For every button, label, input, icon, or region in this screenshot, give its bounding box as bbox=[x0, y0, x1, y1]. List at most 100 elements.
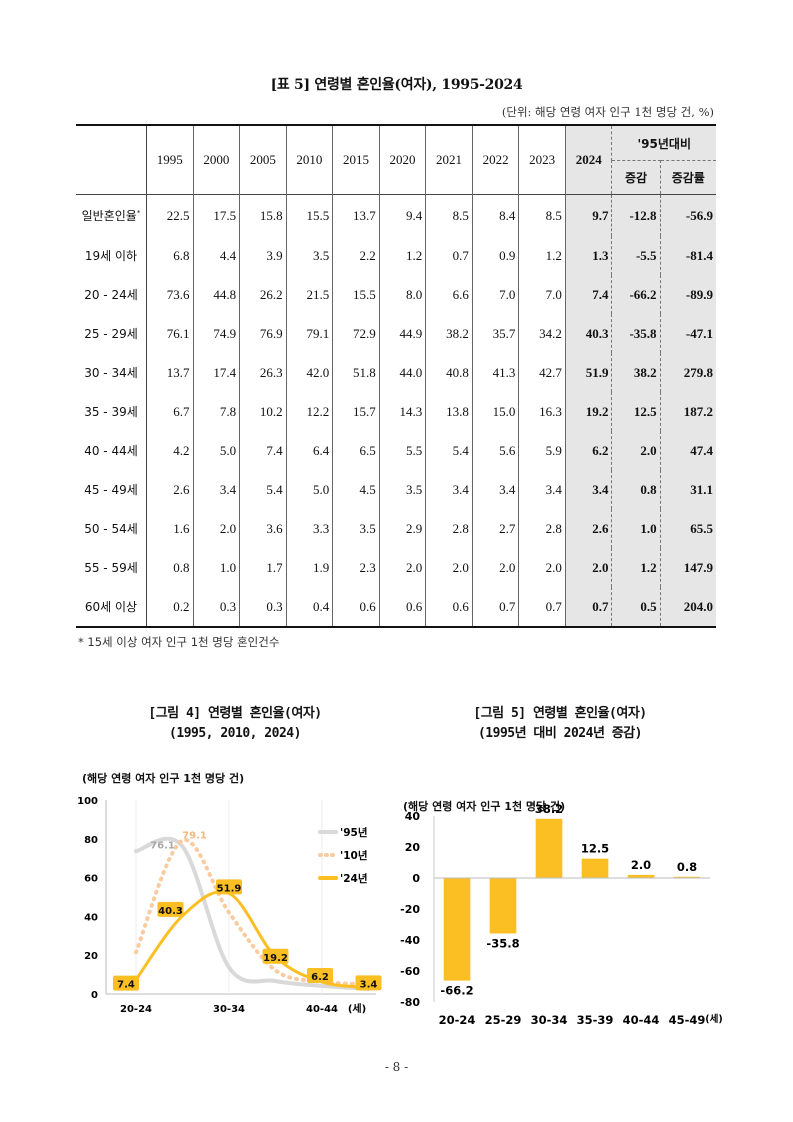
table-cell: 15.5 bbox=[332, 275, 380, 314]
table-cell: 76.1 bbox=[146, 314, 194, 353]
y-tick-label: 20 bbox=[84, 951, 98, 962]
footnote-mark: * bbox=[136, 209, 141, 217]
x-tick-label: 30-34 bbox=[531, 1013, 568, 1027]
table-cell: 0.6 bbox=[379, 587, 427, 628]
table-cell: 2.2 bbox=[332, 236, 380, 275]
table-cell: 9.7 bbox=[565, 194, 613, 236]
table-cell: 7.4 bbox=[565, 275, 613, 314]
bar bbox=[627, 874, 655, 878]
table-cell: 2.6 bbox=[146, 470, 194, 509]
table-cell: 5.0 bbox=[193, 431, 241, 470]
table-cell: 4.4 bbox=[193, 236, 241, 275]
y-tick-label: -80 bbox=[400, 996, 420, 1009]
rate-cell: 187.2 bbox=[660, 392, 716, 431]
table-cell: 15.7 bbox=[332, 392, 380, 431]
table-cell: 40.8 bbox=[425, 353, 473, 392]
legend-label: '10년 bbox=[340, 849, 368, 862]
table-cell: 2.0 bbox=[425, 548, 473, 587]
row-label: 40 - 44세 bbox=[76, 431, 147, 470]
figure4-title-line2: (1995, 2010, 2024) bbox=[169, 726, 301, 741]
table-cell: 74.9 bbox=[193, 314, 241, 353]
table-cell: 4.5 bbox=[332, 470, 380, 509]
y-tick-label: 0 bbox=[91, 990, 98, 1001]
row-label-text: 50 - 54세 bbox=[84, 522, 138, 536]
year-header: 2015 bbox=[332, 124, 380, 195]
bar-value-label: -66.2 bbox=[440, 984, 473, 998]
table-row: 45 - 49세 2.6 3.4 5.4 5.0 4.5 3.5 3.4 3.4 3.4 3.4 0.… bbox=[76, 470, 716, 509]
row-label: 50 - 54세 bbox=[76, 509, 147, 548]
table-cell: 1.3 bbox=[565, 236, 613, 275]
year-header: 2023 bbox=[518, 124, 566, 195]
table-cell: 21.5 bbox=[286, 275, 334, 314]
table-cell: 5.4 bbox=[425, 431, 473, 470]
y-tick-label: 100 bbox=[78, 796, 98, 807]
marriage-rate-table: 1995 2000 2005 2010 2015 2020 2021 2022 2023 2024… bbox=[76, 124, 716, 628]
table-cell: 0.7 bbox=[565, 587, 613, 628]
row-label-text: 45 - 49세 bbox=[84, 483, 138, 497]
page-number: - 8 - bbox=[384, 1060, 409, 1074]
bar-value-label: 0.8 bbox=[677, 860, 697, 874]
table-cell: 7.8 bbox=[193, 392, 241, 431]
series-line-0 bbox=[134, 836, 371, 991]
table-cell: 0.3 bbox=[239, 587, 287, 628]
table-cell: 15.8 bbox=[239, 194, 287, 236]
table-cell: 3.4 bbox=[518, 470, 566, 509]
table-cell: 3.4 bbox=[565, 470, 613, 509]
table-cell: 15.0 bbox=[472, 392, 520, 431]
table-row: 50 - 54세 1.6 2.0 3.6 3.3 3.5 2.9 2.8 2.7 2.8 2.6 1.… bbox=[76, 509, 716, 548]
table-cell: 38.2 bbox=[425, 314, 473, 353]
year-header: 2005 bbox=[239, 124, 287, 195]
row-label: 20 - 24세 bbox=[76, 275, 147, 314]
y-tick-label: 40 bbox=[405, 810, 421, 823]
table-row: 19세 이하 6.8 4.4 3.9 3.5 2.2 1.2 0.7 0.9 1.2 1.3 -5.5… bbox=[76, 236, 716, 275]
table-cell: 5.4 bbox=[239, 470, 287, 509]
data-label-box bbox=[355, 975, 382, 991]
table-row: 35 - 39세 6.7 7.8 10.2 12.2 15.7 14.3 13.8 15.0 16… bbox=[76, 392, 716, 431]
table-cell: 3.3 bbox=[286, 509, 334, 548]
table-cell: 34.2 bbox=[518, 314, 566, 353]
data-label-box bbox=[307, 967, 333, 983]
table-cell: 2.8 bbox=[425, 509, 473, 548]
diff-cell: 12.5 bbox=[611, 392, 661, 431]
y-tick-label: -20 bbox=[400, 903, 420, 916]
table-cell: 3.5 bbox=[332, 509, 380, 548]
data-label: 3.4 bbox=[360, 979, 378, 990]
year-header: 2010 bbox=[286, 124, 334, 195]
table-cell: 6.5 bbox=[332, 431, 380, 470]
table-cell: 3.5 bbox=[379, 470, 427, 509]
table-cell: 51.8 bbox=[332, 353, 380, 392]
x-axis-unit: (세) bbox=[705, 1013, 722, 1025]
rate-cell: -56.9 bbox=[660, 194, 716, 236]
year-header: 2022 bbox=[472, 124, 520, 195]
table-cell: 8.5 bbox=[518, 194, 566, 236]
rate-cell: 204.0 bbox=[660, 587, 716, 628]
diff-cell: 0.8 bbox=[611, 470, 661, 509]
table-cell: 6.8 bbox=[146, 236, 194, 275]
rate-cell: 31.1 bbox=[660, 470, 716, 509]
year-header: 2024 bbox=[565, 124, 613, 195]
year-header: 2000 bbox=[193, 124, 241, 195]
table-cell: 7.0 bbox=[518, 275, 566, 314]
x-tick-label: 25-29 bbox=[485, 1013, 522, 1027]
table-cell: 6.7 bbox=[146, 392, 194, 431]
table-cell: 3.4 bbox=[193, 470, 241, 509]
bar bbox=[489, 878, 517, 934]
bar bbox=[673, 876, 701, 878]
table-cell: 2.7 bbox=[472, 509, 520, 548]
table-cell: 13.7 bbox=[146, 353, 194, 392]
figure5-title: [그림 5] 연령별 혼인율(여자) (1995년 대비 2024년 증감) bbox=[415, 704, 705, 744]
table-cell: 0.8 bbox=[146, 548, 194, 587]
table-cell: 6.4 bbox=[286, 431, 334, 470]
table-cell: 1.0 bbox=[193, 548, 241, 587]
table-cell: 5.0 bbox=[286, 470, 334, 509]
table-cell: 3.4 bbox=[472, 470, 520, 509]
table-row: 40 - 44세 4.2 5.0 7.4 6.4 6.5 5.5 5.4 5.6 5.9 6.2 2.… bbox=[76, 431, 716, 470]
table-cell: 5.6 bbox=[472, 431, 520, 470]
table-cell: 2.0 bbox=[518, 548, 566, 587]
data-label: 6.2 bbox=[311, 972, 329, 983]
table-cell: 5.5 bbox=[379, 431, 427, 470]
diff-cell: -66.2 bbox=[611, 275, 661, 314]
table-cell: 6.2 bbox=[565, 431, 613, 470]
table-cell: 0.2 bbox=[146, 587, 194, 628]
data-label: 51.9 bbox=[217, 883, 242, 894]
